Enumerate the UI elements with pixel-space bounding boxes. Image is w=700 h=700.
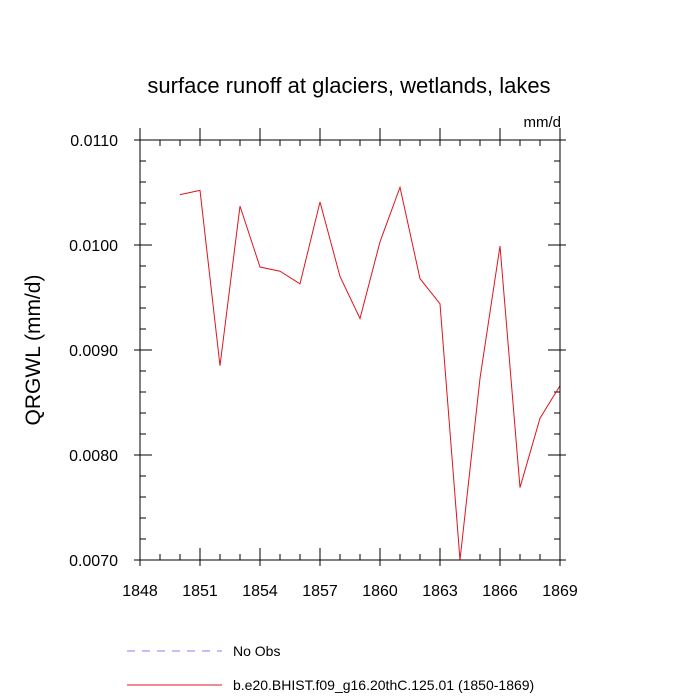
series-line <box>179 185 561 561</box>
minor-ticks <box>140 140 560 560</box>
x-tick-label: 1866 <box>482 583 518 600</box>
major-ticks <box>134 128 566 566</box>
legend-label: b.e20.BHIST.f09_g16.20thC.125.01 (1850-1… <box>233 677 534 693</box>
legend: No Obs b.e20.BHIST.f09_g16.20thC.125.01 (… <box>127 643 534 693</box>
y-tick-label: 0.0100 <box>69 238 118 255</box>
x-tick-label: 1869 <box>542 583 578 600</box>
x-tick-label: 1851 <box>182 583 218 600</box>
y-axis-label: QRGWL (mm/d) <box>22 275 45 426</box>
chart-title: surface runoff at glaciers, wetlands, la… <box>147 73 550 98</box>
series-layer <box>179 185 561 561</box>
x-tick-label: 1848 <box>122 583 158 600</box>
legend-label: No Obs <box>233 643 280 659</box>
x-tick-label: 1857 <box>302 583 338 600</box>
y-tick-label: 0.0080 <box>69 448 118 465</box>
y-tick-label: 0.0110 <box>70 133 118 150</box>
plot-frame <box>139 139 561 561</box>
units-label: mm/d <box>524 114 562 131</box>
x-tick-label: 1854 <box>242 583 278 600</box>
y-tick-label: 0.0070 <box>69 553 118 570</box>
y-tick-labels: 0.0070 0.0080 0.0090 0.0100 0.0110 <box>69 133 118 570</box>
x-tick-labels: 1848 1851 1854 1857 1860 1863 1866 1869 <box>122 583 578 600</box>
y-tick-label: 0.0090 <box>69 343 118 360</box>
x-tick-label: 1860 <box>362 583 398 600</box>
x-tick-label: 1863 <box>422 583 458 600</box>
